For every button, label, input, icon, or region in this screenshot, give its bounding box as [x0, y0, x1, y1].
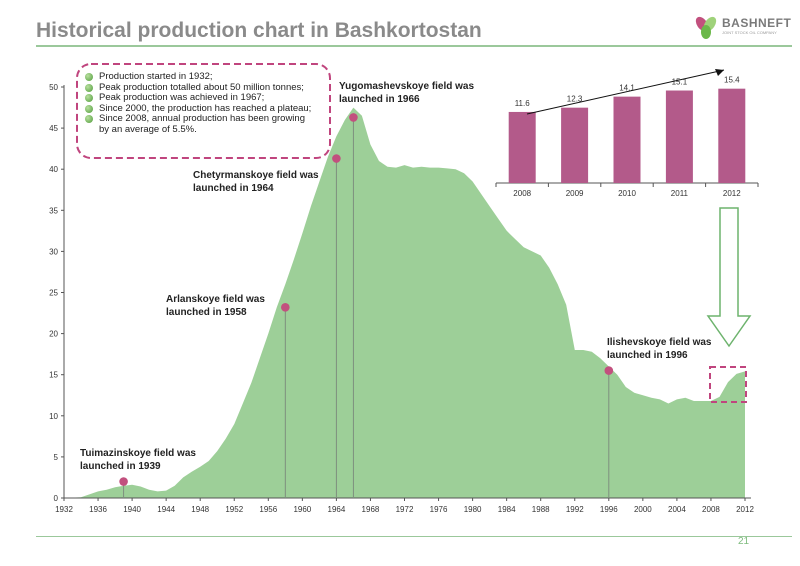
page-title: Historical production chart in Bashkorto… [36, 19, 482, 42]
y-tick-label: 15 [49, 371, 58, 380]
bashneft-flower-icon [695, 16, 717, 39]
green-bullet-icon [85, 104, 93, 113]
notes-highlight-frame [76, 63, 331, 159]
bar-category-label: 2009 [566, 189, 584, 198]
x-tick-label: 1988 [532, 505, 550, 514]
production-bar [665, 90, 693, 183]
field-launch-marker [281, 302, 290, 312]
x-tick-label: 2004 [668, 505, 686, 514]
bar-category-label: 2010 [618, 189, 636, 198]
y-tick-label: 0 [54, 494, 59, 503]
y-tick-label: 45 [49, 124, 58, 133]
green-bullet-icon [85, 94, 93, 103]
x-tick-label: 1944 [157, 505, 175, 514]
x-tick-label: 1992 [566, 505, 584, 514]
x-tick-label: 1960 [293, 505, 311, 514]
green-bullet-icon [85, 115, 93, 124]
field-launch-label: Yugomashevskoye field was launched in 196… [339, 81, 474, 105]
x-tick-label: 1936 [89, 505, 107, 514]
bar-category-label: 2008 [513, 189, 531, 198]
x-tick-label: 2008 [702, 505, 720, 514]
field-launch-label: Chetyrmanskoye field was launched in 1964 [193, 170, 319, 194]
y-tick-label: 50 [49, 83, 58, 92]
key-facts-list: Production started in 1932; Peak producti… [84, 71, 314, 136]
field-launch-label: Tuimazinskoye field was launched in 1939 [80, 448, 196, 472]
y-tick-label: 20 [49, 330, 58, 339]
field-launch-label: Ilishevskoye field was launched in 1996 [607, 337, 712, 361]
y-tick-label: 5 [54, 453, 59, 462]
production-area-series [64, 107, 745, 498]
field-launch-marker [332, 154, 341, 163]
company-logo [693, 15, 793, 43]
x-tick-label: 2012 [736, 505, 754, 514]
production-bar [613, 96, 641, 183]
key-fact-text: Peak production was achieved in 1967; [99, 92, 265, 104]
y-tick-label: 10 [49, 412, 58, 421]
key-fact-text: Production started in 1932; [99, 71, 213, 82]
recent-growth-highlight [709, 366, 747, 403]
y-tick-label: 25 [49, 289, 58, 298]
green-bullet-icon [85, 73, 93, 81]
x-tick-label: 1948 [191, 505, 209, 514]
green-bullet-icon [85, 83, 93, 92]
key-fact-item: Since 2000, the production has reached a… [84, 102, 314, 115]
production-bar [561, 107, 589, 183]
x-tick-label: 1980 [464, 505, 482, 514]
bar-category-label: 2011 [671, 189, 689, 198]
key-fact-text: Since 2008, annual production has been g… [99, 113, 305, 135]
bar-value-label: 12.3 [567, 95, 583, 104]
logo-tagline: JOINT STOCK OIL COMPANY [722, 30, 777, 35]
bar-value-label: 11.6 [515, 99, 531, 108]
growth-trend-arrow [526, 69, 725, 115]
bar-value-label: 15.1 [672, 78, 688, 87]
y-tick-label: 30 [49, 247, 58, 256]
trend-arrowhead-icon [715, 69, 724, 76]
x-tick-label: 1996 [600, 505, 618, 514]
production-bar [718, 88, 746, 183]
bar-category-label: 2012 [723, 189, 741, 198]
production-bar [508, 111, 536, 183]
field-launch-marker [604, 366, 614, 375]
x-tick-label: 1952 [225, 505, 243, 514]
x-tick-label: 1968 [362, 505, 380, 514]
x-tick-label: 1972 [396, 505, 414, 514]
key-fact-item: Production started in 1932; [84, 71, 314, 83]
key-fact-text: Since 2000, the production has reached a… [99, 102, 312, 114]
logo-wordmark: BASHNEFT [722, 16, 792, 30]
key-fact-item: Peak production was achieved in 1967; [84, 92, 314, 104]
header-divider [36, 45, 792, 47]
y-tick-label: 40 [49, 165, 58, 174]
x-tick-label: 1964 [328, 505, 346, 514]
down-arrow-icon [706, 207, 752, 348]
field-launch-marker [119, 477, 128, 486]
bar-value-label: 15.4 [724, 76, 740, 85]
field-launch-label: Arlanskoye field was launched in 1958 [166, 294, 265, 318]
x-tick-label: 2000 [634, 505, 652, 514]
key-fact-item: Since 2008, annual production has been g… [84, 114, 314, 135]
field-launch-marker [349, 113, 358, 122]
x-tick-label: 1940 [123, 505, 141, 514]
x-tick-label: 1956 [259, 505, 277, 514]
x-tick-label: 1932 [55, 505, 73, 514]
bar-value-label: 14.1 [619, 84, 635, 93]
x-tick-label: 1976 [430, 505, 448, 514]
x-tick-label: 1984 [498, 505, 516, 514]
page-number: 21 [738, 536, 750, 547]
key-fact-item: Peak production totalled about 50 millio… [84, 81, 314, 94]
y-tick-label: 35 [49, 206, 58, 215]
footer-divider [36, 536, 792, 537]
key-fact-text: Peak production totalled about 50 millio… [99, 81, 304, 93]
